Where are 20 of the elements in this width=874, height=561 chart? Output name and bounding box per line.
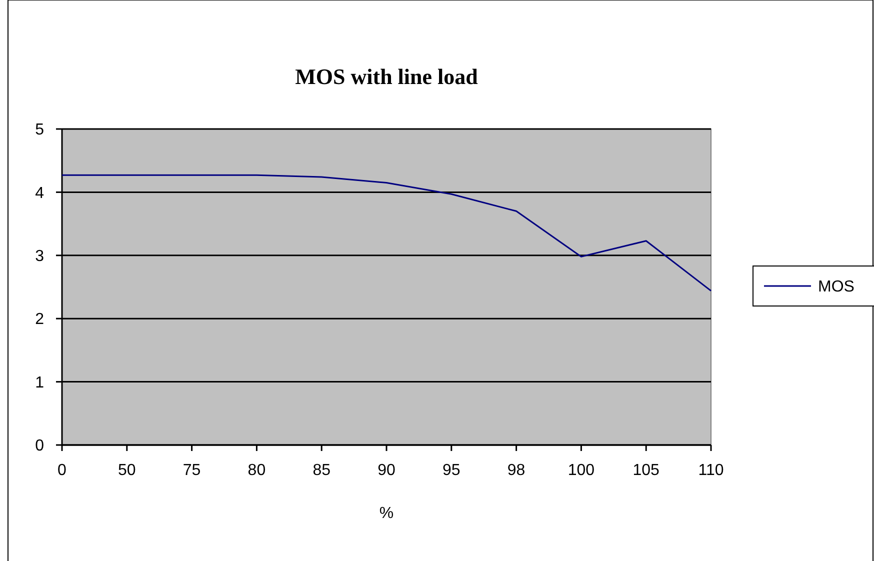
x-tick-label: 50 (118, 462, 136, 479)
x-tick-label: 98 (507, 462, 526, 479)
legend-label: MOS (818, 278, 854, 296)
x-tick-label: 0 (58, 462, 67, 479)
x-tick-label: 85 (312, 462, 331, 479)
x-tick-label: 80 (248, 462, 266, 479)
y-tick-label: 2 (35, 311, 44, 328)
x-tick-label: 75 (182, 462, 201, 479)
x-tick-label: 90 (378, 462, 396, 479)
x-tick-label: 95 (442, 462, 460, 479)
x-axis-title: % (379, 505, 394, 522)
x-tick-label: 105 (632, 462, 660, 479)
y-tick-label: 3 (35, 248, 44, 265)
x-tick-label: 110 (698, 462, 724, 479)
y-tick-label: 4 (35, 184, 44, 202)
y-tick-label: 0 (35, 438, 44, 455)
x-tick-label: 100 (568, 462, 595, 479)
chart-title: MOS with line load (295, 64, 478, 89)
y-tick-label: 1 (35, 374, 44, 392)
y-tick-label: 5 (35, 122, 44, 139)
